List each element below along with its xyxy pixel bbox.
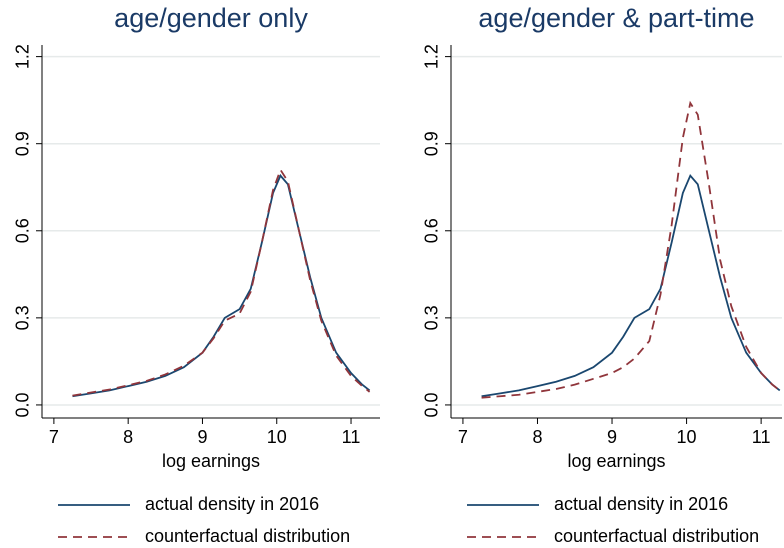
y-tick-label: 0.9	[422, 131, 442, 156]
y-tick-label: 0.6	[422, 218, 442, 243]
y-tick-label: 1.2	[422, 44, 442, 69]
x-tick-label: 11	[342, 427, 361, 447]
x-tick-label: 10	[677, 427, 697, 447]
y-tick-label: 0.9	[13, 131, 33, 156]
legend-label: counterfactual distribution	[554, 526, 759, 546]
legend-label: counterfactual distribution	[145, 526, 350, 546]
x-tick-label: 8	[532, 427, 542, 447]
x-tick-label: 7	[49, 427, 59, 447]
x-axis-label: log earnings	[162, 451, 260, 471]
x-axis-label: log earnings	[567, 451, 665, 471]
x-tick-label: 9	[607, 427, 617, 447]
chart-title: age/gender only	[114, 3, 308, 33]
y-tick-label: 0.6	[13, 218, 33, 243]
y-tick-label: 0.0	[422, 392, 442, 417]
y-tick-label: 0.3	[13, 305, 33, 330]
series-line	[72, 167, 371, 397]
legend-label: actual density in 2016	[145, 494, 319, 514]
x-tick-label: 11	[752, 427, 771, 447]
y-tick-label: 0.0	[13, 392, 33, 417]
y-tick-label: 0.3	[422, 305, 442, 330]
x-tick-label: 8	[123, 427, 133, 447]
y-tick-label: 1.2	[13, 44, 33, 69]
legend-label: actual density in 2016	[554, 494, 728, 514]
x-tick-label: 9	[197, 427, 207, 447]
chart-title: age/gender & part-time	[478, 3, 754, 33]
series-line	[72, 173, 371, 398]
series-line	[481, 173, 781, 398]
series-line	[481, 100, 781, 399]
x-tick-label: 10	[267, 427, 287, 447]
x-tick-label: 7	[458, 427, 468, 447]
